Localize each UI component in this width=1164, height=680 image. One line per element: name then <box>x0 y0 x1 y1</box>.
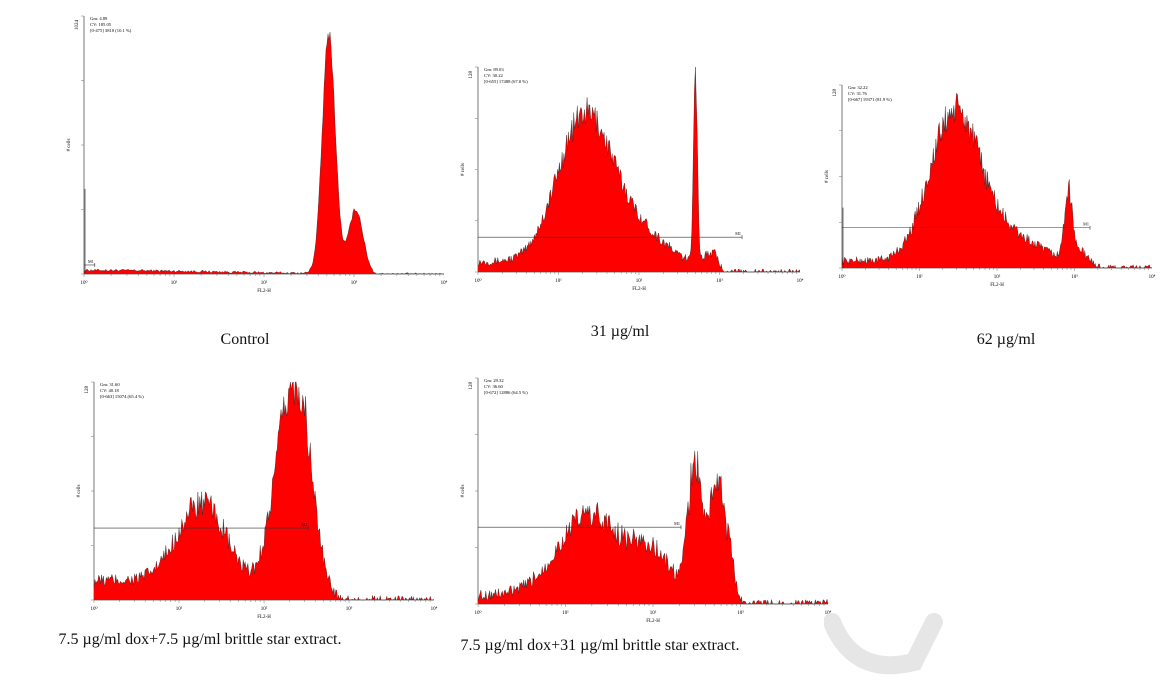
histogram-panel-control: 10⁰ 10¹ 10² 10³ 10⁴ 1024 FL2-H # cells Gm: 4.89 C… <box>60 6 450 306</box>
x-tick-label: 10⁰ <box>80 280 87 286</box>
stats-line: [0-475] 3810 (10.1 %) <box>90 28 132 33</box>
marker-label: M1 <box>88 259 94 264</box>
stats-line: CV: 36.60 <box>484 384 504 389</box>
stats-line: CV: 30.22 <box>484 73 504 78</box>
y-max-label: 128 <box>469 71 474 79</box>
x-tick-label: 10⁴ <box>1149 274 1156 280</box>
caption-62: 62 µg/ml <box>976 331 1036 348</box>
x-tick-label: 10⁴ <box>441 280 448 286</box>
y-axis-label: # cells <box>461 163 466 176</box>
histogram-fill <box>478 67 800 272</box>
x-tick-label: 10² <box>994 274 1001 280</box>
stats-line: [0-663] 15074 (65.4 %) <box>100 394 144 399</box>
x-tick-label: 10² <box>261 280 268 286</box>
stats-line: CV: 40.18 <box>100 388 120 393</box>
histogram-chart-dox-7-5: 10⁰ 10¹ 10² 10³ 10⁴ 128 FL2-H # cells Gm: 31.60C… <box>77 381 438 620</box>
x-axis-label: FL2-H <box>646 619 660 624</box>
stats-line: Gm: 31.60 <box>100 382 120 387</box>
x-tick-label: 10¹ <box>171 280 178 286</box>
x-tick-label: 10² <box>636 278 643 284</box>
histogram-outline <box>83 32 444 275</box>
x-tick-label: 10⁴ <box>431 606 438 612</box>
marker-label: M1 <box>301 522 307 527</box>
stats-line: [0-667] 19371 (81.9 %) <box>848 97 892 102</box>
y-axis-label: # cells <box>77 484 82 497</box>
stats-line: Gm: 89.03 <box>484 67 504 72</box>
x-tick-label: 10³ <box>1071 274 1078 280</box>
histogram-outline <box>477 450 829 605</box>
caption-dox-31: 7.5 µg/ml dox+31 µg/ml brittle star extr… <box>460 637 740 654</box>
stats-line: CV: 31.76 <box>848 91 868 96</box>
x-tick-label: 10⁰ <box>838 274 845 280</box>
x-tick-label: 10⁰ <box>90 606 97 612</box>
x-tick-label: 10⁰ <box>474 610 481 616</box>
y-axis-label: # cells <box>825 170 830 183</box>
watermark-arc-stroke <box>824 613 943 675</box>
x-tick-label: 10³ <box>716 278 723 284</box>
x-tick-label: 10¹ <box>176 606 183 612</box>
histogram-outline <box>841 92 1153 269</box>
stats-line: [0-672] 12886 (64.5 %) <box>484 390 528 395</box>
y-max-label: 1024 <box>75 20 80 31</box>
y-axis-label: # cells <box>461 484 466 497</box>
x-tick-label: 10⁴ <box>797 278 804 284</box>
caption-dox-7-5: 7.5 µg/ml dox+7.5 µg/ml brittle star ext… <box>58 631 342 648</box>
histogram-panel-dox-31: 10⁰ 10¹ 10² 10³ 10⁴ 128 FL2-H # cells Gm: 29.32 C… <box>454 368 844 624</box>
histogram-panel-dox-7-5: 10⁰ 10¹ 10² 10³ 10⁴ 128 FL2-H # cells Gm: 31.60 C… <box>70 372 450 620</box>
stats-line: CV: 185.05 <box>90 22 112 27</box>
histogram-fill <box>842 93 1152 268</box>
watermark-arc <box>824 613 943 675</box>
caption-31: 31 µg/ml <box>590 323 650 340</box>
x-tick-label: 10² <box>261 606 268 612</box>
stats-line: Gm: 29.32 <box>484 378 504 383</box>
y-axis-label: # cells <box>67 138 72 151</box>
histogram-outline <box>93 381 435 601</box>
x-axis-label: FL2-H <box>257 289 271 294</box>
x-axis-label: FL2-H <box>257 615 271 620</box>
stats-line: [0-655] 17488 (67.0 %) <box>484 79 528 84</box>
histogram-panel-62: 10⁰ 10¹ 10² 10³ 10⁴ 128 FL2-H # cells Gm: 32.22 C… <box>820 58 1164 288</box>
x-tick-label: 10³ <box>346 606 353 612</box>
x-tick-label: 10³ <box>351 280 358 286</box>
x-tick-label: 10¹ <box>555 278 562 284</box>
marker-label: M1 <box>1083 222 1089 227</box>
y-max-label: 128 <box>85 386 90 394</box>
x-tick-label: 10³ <box>737 610 744 616</box>
marker-label: M1 <box>735 231 741 236</box>
x-tick-label: 10⁰ <box>474 278 481 284</box>
histogram-chart-dox-31: 10⁰ 10¹ 10² 10³ 10⁴ 128 FL2-H # cells Gm: 29.32C… <box>461 377 832 624</box>
histogram-outline <box>477 66 801 273</box>
x-axis-label: FL2-H <box>990 283 1004 288</box>
x-tick-label: 10¹ <box>916 274 923 280</box>
x-tick-label: 10² <box>650 610 657 616</box>
histogram-fill <box>84 32 444 274</box>
y-max-label: 128 <box>469 382 474 390</box>
histogram-chart-31: 10⁰ 10¹ 10² 10³ 10⁴ 128 FL2-H # cells Gm: 89.03C… <box>461 66 804 292</box>
histogram-fill <box>94 382 434 600</box>
x-axis-label: FL2-H <box>632 287 646 292</box>
histogram-chart-62: 10⁰ 10¹ 10² 10³ 10⁴ 128 FL2-H # cells Gm: 32.22C… <box>825 84 1156 288</box>
marker-label: M1 <box>674 521 680 526</box>
y-max-label: 128 <box>833 89 838 97</box>
histogram-chart-control: 10⁰ 10¹ 10² 10³ 10⁴ 1024 FL2-H # cells Gm: 4.89C… <box>67 15 448 294</box>
x-tick-label: 10¹ <box>562 610 569 616</box>
stats-line: Gm: 4.89 <box>90 16 108 21</box>
histogram-fill <box>478 450 828 604</box>
stats-line: Gm: 32.22 <box>848 85 868 90</box>
x-tick-label: 10⁴ <box>825 610 832 616</box>
histogram-panel-31: 10⁰ 10¹ 10² 10³ 10⁴ 128 FL2-H # cells Gm: 89.03 C… <box>454 44 814 304</box>
caption-control: Control <box>220 331 270 348</box>
